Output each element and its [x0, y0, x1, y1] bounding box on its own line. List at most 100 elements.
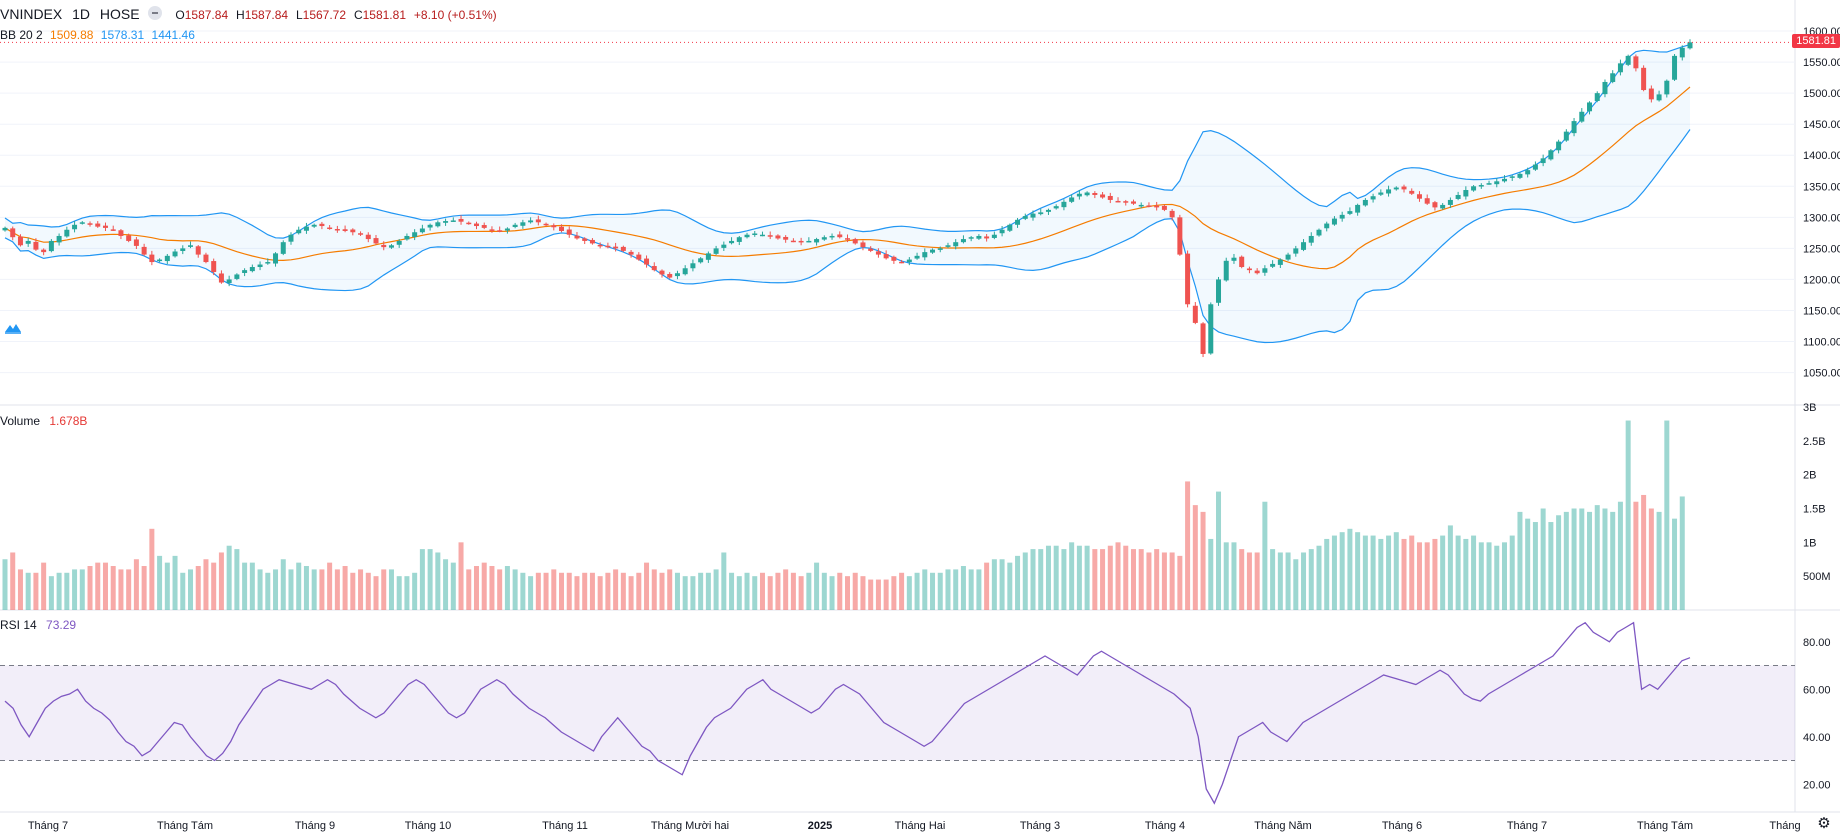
volume-bar[interactable] — [1200, 511, 1206, 610]
candle[interactable] — [1316, 228, 1322, 237]
volume-bar[interactable] — [566, 572, 572, 610]
candle[interactable] — [1061, 199, 1067, 211]
volume-bar[interactable] — [358, 569, 364, 610]
volume-bar[interactable] — [1517, 511, 1523, 610]
volume-bar[interactable] — [1339, 532, 1345, 610]
volume-bar[interactable] — [1548, 522, 1554, 610]
candle[interactable] — [234, 273, 240, 281]
candle[interactable] — [1355, 203, 1361, 216]
volume-bar[interactable] — [899, 572, 905, 610]
candle[interactable] — [381, 241, 387, 251]
candle[interactable] — [899, 259, 905, 264]
candle[interactable] — [574, 231, 580, 240]
volume-bar[interactable] — [1022, 552, 1028, 610]
volume-bar[interactable] — [775, 572, 781, 610]
candle[interactable] — [953, 239, 959, 250]
volume-bar[interactable] — [2, 559, 8, 610]
volume-bar[interactable] — [1532, 522, 1538, 610]
candle[interactable] — [1185, 250, 1191, 308]
collapse-icon[interactable] — [147, 6, 162, 21]
volume-bar[interactable] — [1254, 552, 1260, 610]
volume-bar[interactable] — [1447, 525, 1453, 610]
volume-bar[interactable] — [435, 552, 441, 610]
candle[interactable] — [551, 223, 557, 231]
candle[interactable] — [852, 237, 858, 245]
volume-bar[interactable] — [651, 569, 657, 610]
candle[interactable] — [1107, 192, 1113, 204]
candle[interactable] — [1339, 211, 1345, 222]
candle[interactable] — [1161, 204, 1167, 212]
candle[interactable] — [1471, 185, 1477, 192]
candle[interactable] — [195, 245, 201, 258]
candle[interactable] — [783, 235, 789, 243]
candle[interactable] — [203, 252, 209, 264]
candle[interactable] — [705, 251, 711, 263]
candle[interactable] — [388, 244, 394, 249]
volume-bar[interactable] — [937, 572, 943, 610]
candle[interactable] — [1633, 54, 1639, 72]
candle[interactable] — [1478, 183, 1484, 189]
volume-bar[interactable] — [1100, 549, 1106, 610]
candle[interactable] — [891, 255, 897, 264]
volume-bar[interactable] — [721, 552, 727, 610]
volume-bar[interactable] — [172, 555, 178, 610]
volume-bar[interactable] — [1386, 535, 1392, 610]
candle[interactable] — [1525, 167, 1531, 178]
volume-bar[interactable] — [1563, 511, 1569, 610]
volume-bar[interactable] — [1463, 538, 1469, 610]
volume-bar[interactable] — [960, 566, 966, 610]
volume-bar[interactable] — [396, 576, 402, 610]
candle[interactable] — [1177, 214, 1183, 256]
candle[interactable] — [342, 225, 348, 233]
volume-bar[interactable] — [110, 566, 116, 610]
volume-bar[interactable] — [589, 572, 595, 610]
candle[interactable] — [1641, 65, 1647, 92]
candle[interactable] — [504, 227, 510, 234]
volume-bar[interactable] — [404, 576, 410, 610]
volume-bar[interactable] — [613, 569, 619, 610]
volume-bar[interactable] — [1432, 538, 1438, 610]
candle[interactable] — [157, 258, 163, 263]
candle[interactable] — [759, 231, 765, 237]
candle[interactable] — [566, 226, 572, 238]
candle[interactable] — [651, 262, 657, 272]
candle[interactable] — [535, 215, 541, 226]
candle[interactable] — [644, 255, 650, 268]
volume-bar[interactable] — [528, 576, 534, 610]
volume-bar[interactable] — [582, 572, 588, 610]
volume-bar[interactable] — [1246, 552, 1252, 610]
candle[interactable] — [1254, 268, 1260, 275]
candle[interactable] — [1277, 258, 1283, 269]
candle[interactable] — [1401, 184, 1407, 193]
volume-bar[interactable] — [806, 572, 812, 610]
volume-bar[interactable] — [984, 562, 990, 610]
volume-bar[interactable] — [845, 576, 850, 610]
volume-bar[interactable] — [1617, 501, 1623, 610]
volume-bar[interactable] — [953, 569, 959, 610]
volume-bar[interactable] — [1285, 552, 1291, 610]
volume-bar[interactable] — [1494, 545, 1500, 610]
volume-bar[interactable] — [327, 562, 333, 610]
volume-bar[interactable] — [906, 576, 912, 610]
candle[interactable] — [458, 215, 464, 225]
candle[interactable] — [806, 237, 812, 243]
candle[interactable] — [412, 229, 418, 241]
candle[interactable] — [559, 224, 565, 233]
candle[interactable] — [1540, 154, 1546, 167]
volume-bar[interactable] — [713, 569, 719, 610]
volume-bar[interactable] — [419, 549, 425, 610]
candle[interactable] — [790, 238, 796, 243]
candle[interactable] — [1509, 175, 1515, 181]
candle[interactable] — [1571, 117, 1577, 137]
candle[interactable] — [1069, 194, 1075, 204]
volume-bar[interactable] — [296, 562, 302, 610]
volume-bar[interactable] — [1146, 552, 1152, 610]
candle[interactable] — [528, 217, 534, 224]
volume-bar[interactable] — [1231, 542, 1237, 610]
candle[interactable] — [358, 231, 364, 236]
candle[interactable] — [1556, 139, 1562, 154]
volume-bar[interactable] — [48, 576, 54, 610]
volume-bar[interactable] — [342, 566, 348, 610]
candle[interactable] — [396, 239, 402, 248]
volume-bar[interactable] — [829, 576, 835, 610]
